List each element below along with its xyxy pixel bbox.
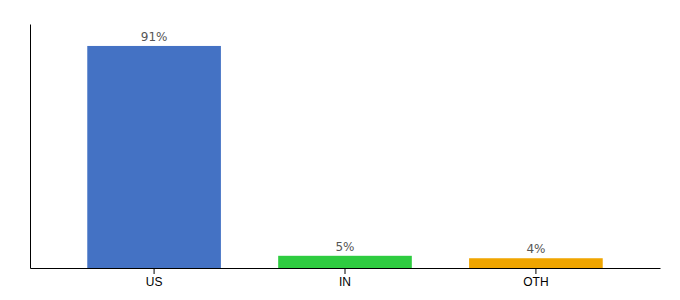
- data-labels: 91% 5% 4%: [141, 30, 546, 256]
- x-tick: OTH: [523, 268, 548, 289]
- bar: [87, 46, 221, 268]
- x-tick-mark: [535, 268, 536, 274]
- bars: [87, 46, 602, 268]
- x-tick-label: IN: [339, 275, 351, 289]
- bar: [278, 256, 412, 268]
- bar: [469, 258, 603, 268]
- plot: US IN OTH 91% 5% 4%: [31, 25, 661, 289]
- x-tick: US: [146, 268, 163, 289]
- x-tick-mark: [345, 268, 346, 274]
- y-axis-line: [30, 25, 31, 269]
- data-label: 91%: [141, 30, 168, 44]
- chart-svg: US IN OTH 91% 5% 4%: [0, 0, 680, 300]
- x-tick-label: US: [146, 275, 163, 289]
- x-tick: IN: [339, 268, 351, 289]
- chart-container: US IN OTH 91% 5% 4%: [0, 0, 680, 300]
- x-axis: US IN OTH: [31, 268, 661, 289]
- x-tick-label: OTH: [523, 275, 548, 289]
- data-label: 4%: [526, 242, 545, 256]
- y-axis: [30, 25, 31, 269]
- x-tick-mark: [154, 268, 155, 274]
- data-label: 5%: [335, 240, 354, 254]
